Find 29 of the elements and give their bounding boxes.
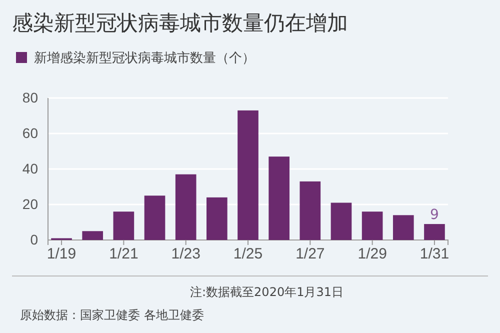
bar — [82, 231, 104, 240]
bar — [206, 197, 228, 240]
x-tick-label: 1/27 — [296, 246, 325, 263]
x-tick-label: 1/23 — [171, 246, 200, 263]
x-tick-label: 1/25 — [233, 246, 263, 263]
bar — [175, 174, 196, 240]
chart-title: 感染新型冠状病毒城市数量仍在增加 — [12, 11, 348, 35]
y-tick-label: 60 — [22, 124, 38, 141]
x-tick-label: 1/31 — [420, 246, 450, 263]
bar — [424, 224, 445, 240]
bar — [392, 215, 414, 240]
data-label: 9 — [430, 207, 439, 224]
legend-label: 新增感染新型冠状病毒城市数量（个） — [34, 51, 255, 66]
bar — [268, 156, 290, 240]
bar — [238, 110, 258, 240]
y-tick-label: 20 — [22, 196, 38, 212]
x-tick-label: 1/19 — [46, 246, 76, 263]
y-tick-label: 40 — [22, 160, 38, 176]
y-tick-label: 0 — [30, 231, 38, 248]
y-tick-label: 80 — [22, 89, 38, 106]
bar — [144, 196, 166, 240]
x-tick-label: 1/21 — [109, 246, 138, 263]
text: 原始数据：国家卫健委 各地卫健委 — [20, 308, 204, 322]
text: 注:数据截至2020年1月31日 — [190, 285, 344, 299]
bar — [113, 212, 134, 240]
x-tick-label: 1/29 — [358, 246, 387, 263]
bar — [300, 181, 321, 240]
bar — [362, 212, 383, 240]
bar — [330, 202, 352, 240]
